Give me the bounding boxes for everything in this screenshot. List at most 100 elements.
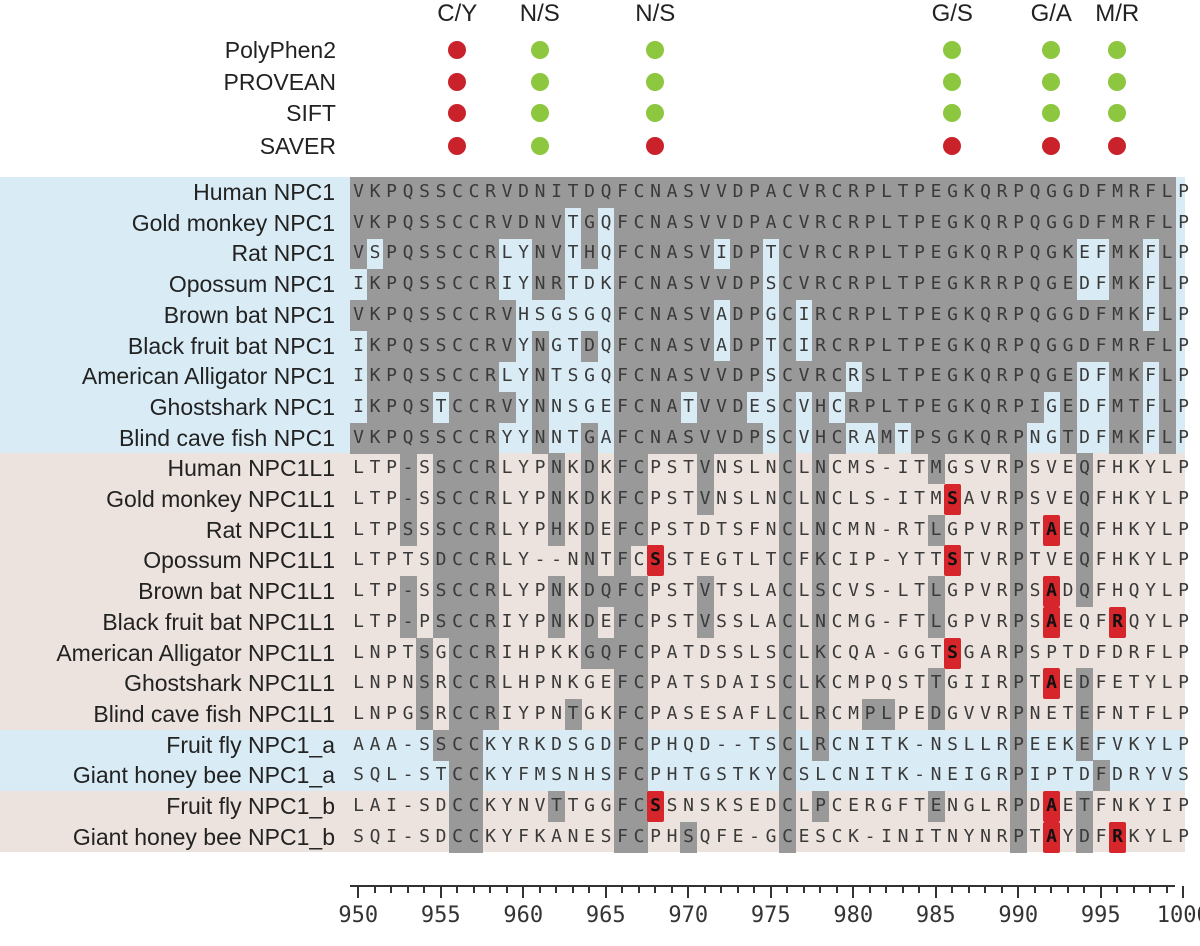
axis-tick: [769, 886, 772, 898]
residue: -: [881, 457, 892, 479]
residue: F: [1145, 242, 1156, 264]
residue: S: [864, 457, 876, 479]
residue: F: [1095, 549, 1107, 571]
residue: -: [716, 733, 727, 755]
residue: F: [1095, 488, 1107, 509]
residue: C: [465, 545, 483, 577]
prediction-dot: [646, 104, 665, 122]
residue: A: [663, 330, 681, 362]
residue: E: [1059, 361, 1077, 393]
residue: S: [419, 825, 430, 847]
residue: T: [683, 549, 694, 571]
residue: R: [845, 177, 863, 209]
residue: G: [584, 672, 595, 694]
residue: N: [531, 269, 549, 301]
residue: F: [614, 637, 632, 669]
residue: F: [614, 514, 632, 546]
residue: G: [947, 610, 958, 632]
residue: E: [927, 791, 945, 823]
residue: P: [1178, 273, 1189, 295]
residue: M: [848, 610, 859, 632]
residue: P: [1178, 610, 1189, 632]
tool-name: PolyPhen2: [224, 37, 336, 63]
residue: Q: [1026, 269, 1044, 301]
residue: D: [716, 672, 727, 694]
residue: Y: [501, 825, 513, 847]
residue: G: [947, 457, 958, 479]
residue: E: [914, 702, 925, 724]
residue: C: [630, 606, 648, 638]
residue: L: [1161, 825, 1173, 847]
residue: L: [1161, 580, 1173, 602]
residue: N: [551, 672, 562, 694]
residue: R: [845, 269, 863, 301]
residue: K: [1125, 422, 1143, 454]
residue: V: [713, 269, 731, 301]
prediction-dot: [943, 137, 962, 155]
axis-tick: [1116, 886, 1119, 893]
residue: P: [1010, 238, 1028, 270]
residue: D: [699, 733, 711, 755]
highlighted-residue: S: [944, 484, 962, 516]
residue: G: [947, 518, 958, 540]
residue: K: [1128, 488, 1140, 509]
residue: Q: [977, 330, 995, 362]
residue: T: [894, 391, 912, 423]
residue: C: [630, 299, 648, 331]
residue: P: [861, 177, 879, 209]
residue: S: [680, 269, 698, 301]
residue: C: [630, 729, 648, 761]
residue: -: [399, 576, 417, 608]
prediction-dot: [646, 73, 665, 91]
residue: V: [795, 177, 813, 209]
residue: F: [1092, 299, 1110, 331]
residue: S: [432, 729, 450, 761]
residue: R: [845, 391, 863, 423]
residue: V: [713, 422, 731, 454]
residue: F: [749, 702, 760, 724]
residue: K: [600, 273, 612, 295]
residue: Q: [1026, 238, 1044, 270]
residue: P: [650, 825, 661, 847]
residue: R: [996, 580, 1008, 602]
residue: P: [911, 361, 929, 393]
residue: L: [878, 391, 896, 423]
residue: T: [1062, 702, 1074, 724]
residue: M: [927, 453, 945, 485]
residue: S: [732, 580, 744, 602]
residue: D: [729, 422, 747, 454]
residue: F: [1142, 330, 1160, 362]
residue: K: [600, 702, 612, 724]
residue: N: [567, 549, 579, 571]
residue: L: [749, 549, 760, 571]
residue: V: [795, 361, 813, 393]
residue: M: [930, 488, 942, 509]
residue: -: [881, 518, 892, 540]
residue: L: [878, 698, 896, 730]
axis-tick: [406, 886, 409, 893]
residue: I: [386, 795, 397, 816]
residue: M: [1109, 330, 1127, 362]
residue: C: [465, 760, 483, 792]
residue: S: [416, 269, 434, 301]
residue: V: [798, 426, 810, 448]
residue: S: [1029, 457, 1041, 479]
residue: D: [1079, 395, 1090, 417]
residue: E: [749, 395, 760, 417]
residue: S: [600, 825, 612, 847]
residue: T: [1128, 672, 1140, 694]
axis-tick: [819, 886, 822, 893]
residue: T: [567, 795, 579, 816]
residue: S: [732, 518, 744, 540]
residue: R: [845, 330, 863, 362]
residue: Q: [369, 764, 381, 786]
residue: N: [765, 457, 777, 479]
residue: E: [947, 764, 958, 786]
residue: S: [419, 795, 430, 816]
residue: D: [1062, 580, 1074, 602]
residue: E: [1062, 549, 1074, 571]
sequence-name: Blind cave fish NPC1L1: [93, 700, 335, 727]
residue: T: [567, 242, 579, 264]
residue: R: [996, 641, 1008, 663]
residue: P: [1010, 269, 1028, 301]
